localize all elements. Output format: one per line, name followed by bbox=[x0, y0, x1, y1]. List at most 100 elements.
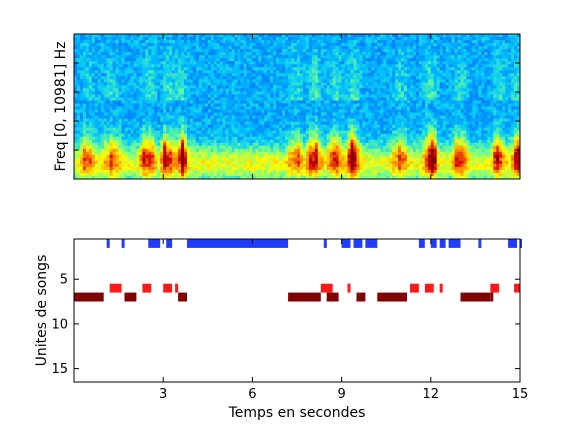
spectrogram-cell bbox=[305, 52, 310, 56]
spectrogram-cell bbox=[103, 94, 108, 98]
spectrogram-cell bbox=[258, 97, 262, 101]
spectrogram-cell bbox=[320, 109, 325, 113]
spectrogram-cell bbox=[121, 172, 125, 177]
spectrogram-cell bbox=[243, 121, 247, 125]
spectrogram-cell bbox=[299, 49, 304, 53]
spectrogram-cell bbox=[326, 127, 331, 132]
spectrogram-cell bbox=[127, 94, 131, 98]
spectrogram-cell bbox=[133, 166, 137, 171]
spectrogram-cell bbox=[231, 154, 235, 159]
spectrogram-cell bbox=[365, 76, 369, 80]
spectrogram-cell bbox=[329, 175, 334, 179]
spectrogram-cell bbox=[329, 124, 334, 128]
spectrogram-cell bbox=[175, 88, 179, 92]
spectrogram-cell bbox=[359, 88, 363, 92]
spectrogram-cell bbox=[350, 142, 354, 147]
spectrogram-cell bbox=[329, 73, 334, 77]
spectrogram-cell bbox=[317, 121, 322, 125]
spectrogram-cell bbox=[299, 160, 304, 165]
spectrogram-cell bbox=[305, 124, 310, 128]
spectrogram-cell bbox=[234, 79, 238, 83]
spectrogram-cell bbox=[79, 91, 84, 95]
spectrogram-cell bbox=[231, 109, 235, 113]
spectrogram-cell bbox=[261, 67, 265, 71]
spectrogram-cell bbox=[124, 88, 128, 92]
spectrogram-cell bbox=[291, 112, 295, 116]
spectrogram-cell bbox=[302, 100, 307, 104]
spectrogram-cell bbox=[103, 163, 108, 168]
spectrogram-cell bbox=[353, 133, 357, 138]
spectrogram-cell bbox=[219, 100, 224, 104]
spectrogram-cell bbox=[249, 91, 253, 95]
spectrogram-cell bbox=[359, 70, 363, 74]
spectrogram-cell bbox=[329, 121, 334, 125]
spectrogram-cell bbox=[106, 61, 111, 65]
spectrogram-cell bbox=[79, 79, 84, 83]
spectrogram-cell bbox=[270, 142, 274, 147]
spectrogram-cell bbox=[305, 85, 310, 89]
spectrogram-cell bbox=[216, 148, 221, 153]
spectrogram-cell bbox=[157, 43, 161, 47]
spectrogram-cell bbox=[317, 58, 322, 62]
spectrogram-cell bbox=[100, 151, 105, 156]
spectrogram-cell bbox=[344, 79, 348, 83]
spectrogram-cell bbox=[285, 145, 289, 150]
spectrogram-cell bbox=[249, 118, 253, 122]
spectrogram-cell bbox=[267, 154, 271, 159]
spectrogram-cell bbox=[264, 151, 268, 156]
spectrogram-cell bbox=[243, 58, 247, 62]
spectrogram-cell bbox=[347, 94, 351, 98]
spectrogram-cell bbox=[88, 58, 93, 62]
spectrogram-cell bbox=[285, 112, 289, 116]
spectrogram-cell bbox=[184, 100, 188, 104]
spectrogram-cell bbox=[341, 148, 345, 153]
spectrogram-cell bbox=[115, 127, 119, 132]
spectrogram-cell bbox=[189, 46, 194, 50]
spectrogram-cell bbox=[136, 157, 140, 162]
spectrogram-cell bbox=[368, 64, 372, 68]
spectrogram-cell bbox=[103, 88, 108, 92]
spectrogram-cell bbox=[210, 121, 215, 125]
spectrogram-cell bbox=[341, 85, 345, 89]
spectrogram-cell bbox=[320, 88, 325, 92]
spectrogram-cell bbox=[368, 100, 372, 104]
spectrogram-cell bbox=[371, 64, 375, 68]
spectrogram-cell bbox=[365, 43, 369, 47]
spectrogram-cell bbox=[136, 40, 140, 44]
spectrogram-cell bbox=[288, 61, 292, 65]
spectrogram-cell bbox=[91, 37, 96, 41]
spectrogram-cell bbox=[374, 121, 378, 125]
spectrogram-cell bbox=[97, 148, 102, 153]
spectrogram-cell bbox=[142, 127, 146, 132]
spectrogram-cell bbox=[282, 163, 286, 168]
spectrogram-cell bbox=[121, 100, 125, 104]
spectrogram-cell bbox=[288, 106, 292, 110]
spectrogram-cell bbox=[82, 46, 87, 50]
spectrogram-cell bbox=[359, 37, 363, 41]
spectrogram-cell bbox=[160, 160, 164, 165]
spectrogram-cell bbox=[252, 124, 256, 128]
spectrogram-cell bbox=[210, 142, 215, 147]
spectrogram-cell bbox=[118, 49, 122, 53]
spectrogram-cell bbox=[210, 166, 215, 171]
spectrogram-cell bbox=[359, 133, 363, 138]
spectrogram-cell bbox=[302, 109, 307, 113]
spectrogram-cell bbox=[314, 70, 319, 74]
spectrogram-cell bbox=[279, 85, 283, 89]
spectrogram-cell bbox=[219, 64, 224, 68]
spectrogram-cell bbox=[115, 49, 119, 53]
spectrogram-cell bbox=[115, 88, 119, 92]
spectrogram-cell bbox=[288, 46, 292, 50]
spectrogram-cell bbox=[184, 139, 188, 144]
spectrogram-cell bbox=[332, 37, 336, 41]
spectrogram-cell bbox=[216, 37, 221, 41]
spectrogram-cell bbox=[258, 169, 262, 174]
spectrogram-cell bbox=[100, 154, 105, 159]
spectrogram-cell bbox=[106, 43, 111, 47]
spectrogram-cell bbox=[210, 73, 215, 77]
spectrogram-cell bbox=[94, 124, 99, 128]
spectrogram-cell bbox=[115, 175, 119, 179]
spectrogram-cell bbox=[308, 157, 313, 162]
spectrogram-cell bbox=[267, 76, 271, 80]
spectrogram-cell bbox=[261, 121, 265, 125]
